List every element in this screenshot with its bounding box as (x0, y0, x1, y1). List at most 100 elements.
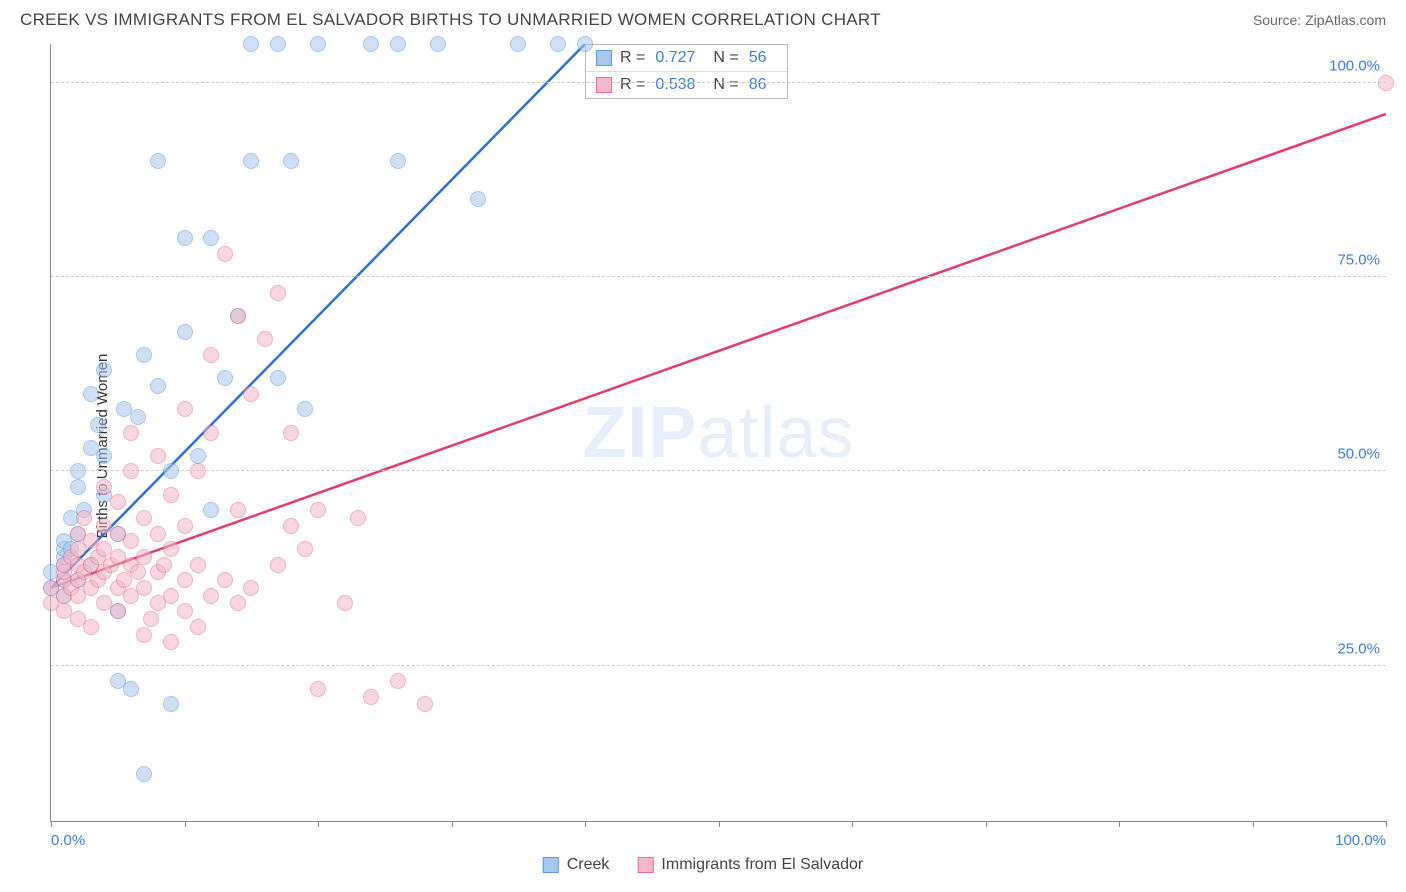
scatter-point-elsalvador (203, 588, 219, 604)
scatter-point-elsalvador (310, 502, 326, 518)
scatter-point-elsalvador (283, 425, 299, 441)
scatter-point-elsalvador (230, 502, 246, 518)
watermark-bold: ZIP (582, 393, 697, 473)
x-tick (1386, 821, 1387, 827)
scatter-point-elsalvador (337, 595, 353, 611)
scatter-point-elsalvador (136, 580, 152, 596)
scatter-point-elsalvador (156, 557, 172, 573)
scatter-point-creek (270, 370, 286, 386)
scatter-point-elsalvador (243, 580, 259, 596)
scatter-point-elsalvador (257, 331, 273, 347)
scatter-point-creek (177, 230, 193, 246)
scatter-point-elsalvador (110, 494, 126, 510)
stats-r-label: R = (620, 49, 645, 67)
stats-row-elsalvador: R = 0.538 N = 86 (586, 71, 787, 98)
trend-line-elsalvador (51, 114, 1386, 588)
swatch-creek (596, 50, 612, 66)
scatter-point-elsalvador (217, 246, 233, 262)
scatter-point-elsalvador (350, 510, 366, 526)
scatter-point-creek (70, 479, 86, 495)
stats-r-label: R = (620, 76, 645, 94)
legend-swatch-creek (543, 857, 559, 873)
scatter-point-elsalvador (163, 541, 179, 557)
scatter-point-creek (310, 36, 326, 52)
watermark-rest: atlas (697, 393, 854, 473)
scatter-point-elsalvador (136, 510, 152, 526)
scatter-point-creek (123, 681, 139, 697)
scatter-point-elsalvador (190, 463, 206, 479)
y-tick-label: 100.0% (1329, 57, 1380, 74)
scatter-point-elsalvador (390, 673, 406, 689)
scatter-point-elsalvador (143, 611, 159, 627)
source-prefix: Source: (1253, 12, 1305, 28)
x-tick (452, 821, 453, 827)
scatter-point-creek (190, 448, 206, 464)
scatter-point-creek (243, 36, 259, 52)
scatter-point-elsalvador (76, 510, 92, 526)
x-axis-min-label: 0.0% (51, 832, 85, 849)
y-tick-label: 50.0% (1337, 446, 1380, 463)
scatter-point-creek (150, 153, 166, 169)
scatter-point-creek (150, 378, 166, 394)
scatter-point-creek (430, 36, 446, 52)
gridline (51, 470, 1386, 471)
stats-n-label: N = (713, 49, 738, 67)
scatter-point-elsalvador (230, 595, 246, 611)
scatter-point-creek (243, 153, 259, 169)
scatter-point-creek (203, 502, 219, 518)
source-attribution: Source: ZipAtlas.com (1253, 12, 1386, 28)
scatter-point-creek (363, 36, 379, 52)
stats-n-elsalvador: 86 (749, 76, 767, 94)
scatter-point-creek (130, 409, 146, 425)
x-tick (1253, 821, 1254, 827)
legend-item-creek: Creek (543, 856, 610, 874)
chart-header: CREEK VS IMMIGRANTS FROM EL SALVADOR BIR… (0, 0, 1406, 36)
stats-box: R = 0.727 N = 56 R = 0.538 N = 86 (585, 44, 788, 99)
scatter-point-elsalvador (270, 557, 286, 573)
scatter-point-elsalvador (110, 603, 126, 619)
scatter-point-creek (510, 36, 526, 52)
scatter-point-elsalvador (130, 564, 146, 580)
scatter-point-elsalvador (243, 386, 259, 402)
scatter-point-creek (90, 417, 106, 433)
scatter-point-elsalvador (123, 463, 139, 479)
scatter-point-elsalvador (163, 634, 179, 650)
chart-title: CREEK VS IMMIGRANTS FROM EL SALVADOR BIR… (20, 10, 881, 30)
scatter-point-elsalvador (163, 487, 179, 503)
scatter-point-elsalvador (217, 572, 233, 588)
scatter-point-elsalvador (177, 603, 193, 619)
scatter-point-elsalvador (283, 518, 299, 534)
y-tick-label: 75.0% (1337, 252, 1380, 269)
plot-area: ZIPatlas R = 0.727 N = 56 R = 0.538 N = … (50, 44, 1386, 822)
scatter-point-elsalvador (297, 541, 313, 557)
stats-n-creek: 56 (749, 49, 767, 67)
y-tick-label: 25.0% (1337, 640, 1380, 657)
legend-item-elsalvador: Immigrants from El Salvador (637, 856, 863, 874)
scatter-point-creek (470, 191, 486, 207)
scatter-point-creek (96, 362, 112, 378)
scatter-point-elsalvador (96, 479, 112, 495)
x-tick (986, 821, 987, 827)
gridline (51, 276, 1386, 277)
swatch-elsalvador (596, 77, 612, 93)
scatter-point-elsalvador (177, 518, 193, 534)
scatter-point-creek (96, 448, 112, 464)
scatter-point-creek (177, 324, 193, 340)
scatter-point-creek (297, 401, 313, 417)
scatter-point-elsalvador (310, 681, 326, 697)
stats-row-creek: R = 0.727 N = 56 (586, 45, 787, 71)
chart-container: ZIPatlas R = 0.727 N = 56 R = 0.538 N = … (50, 44, 1386, 822)
scatter-point-elsalvador (163, 588, 179, 604)
stats-r-elsalvador: 0.538 (655, 76, 695, 94)
scatter-point-creek (163, 463, 179, 479)
scatter-point-elsalvador (203, 425, 219, 441)
scatter-point-creek (217, 370, 233, 386)
x-tick (719, 821, 720, 827)
scatter-point-creek (390, 36, 406, 52)
legend-swatch-elsalvador (637, 857, 653, 873)
watermark: ZIPatlas (582, 392, 854, 474)
scatter-point-elsalvador (190, 557, 206, 573)
x-tick (585, 821, 586, 827)
scatter-point-creek (83, 386, 99, 402)
legend-label-creek: Creek (567, 856, 610, 874)
